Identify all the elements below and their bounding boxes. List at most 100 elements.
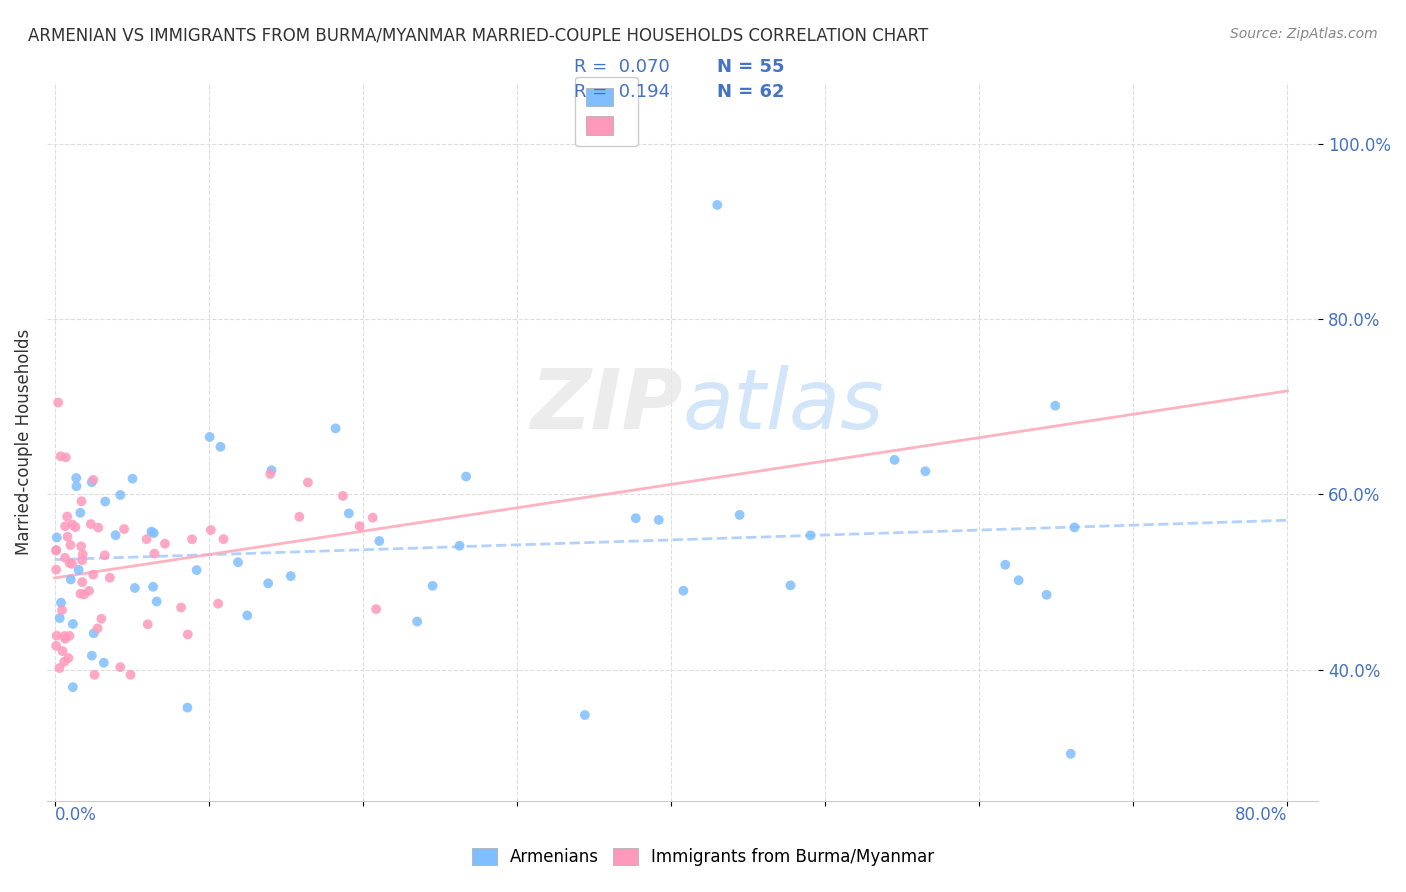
Text: atlas: atlas <box>682 365 884 446</box>
Point <box>212 532 235 546</box>
Point <box>49 596 72 610</box>
Point <box>110 488 132 502</box>
Point <box>80 517 103 532</box>
Point <box>914 464 936 478</box>
Point <box>364 602 387 616</box>
Text: 0.0%: 0.0% <box>55 805 97 823</box>
Point <box>1045 399 1067 413</box>
Text: 80.0%: 80.0% <box>1234 805 1288 823</box>
Point <box>69 587 91 601</box>
Point <box>349 519 371 533</box>
Point <box>45 639 67 653</box>
Point <box>145 594 167 608</box>
Point <box>77 583 100 598</box>
Point <box>207 597 229 611</box>
Point <box>136 617 159 632</box>
Point <box>48 661 70 675</box>
Point <box>456 469 478 483</box>
Point <box>186 563 208 577</box>
Text: Source: ZipAtlas.com: Source: ZipAtlas.com <box>1230 27 1378 41</box>
Point <box>337 507 360 521</box>
Point <box>361 510 384 524</box>
Point <box>70 494 93 508</box>
Point <box>82 567 104 582</box>
Point <box>70 575 93 590</box>
Point <box>1060 747 1083 761</box>
Point <box>45 563 67 577</box>
Point <box>121 472 143 486</box>
Point <box>80 475 103 490</box>
Point <box>142 580 165 594</box>
Point <box>280 569 302 583</box>
Point <box>799 528 821 542</box>
Point <box>198 430 221 444</box>
Point <box>67 563 90 577</box>
Point <box>236 608 259 623</box>
Point <box>624 511 647 525</box>
Point <box>56 509 79 524</box>
Point <box>1063 520 1085 534</box>
Point <box>59 538 82 552</box>
Point <box>449 539 471 553</box>
Point <box>170 600 193 615</box>
Point <box>259 467 281 481</box>
Point <box>1035 588 1057 602</box>
Y-axis label: Married-couple Households: Married-couple Households <box>15 328 32 555</box>
Point <box>65 479 87 493</box>
Point <box>53 519 76 533</box>
Point <box>51 644 73 658</box>
Point <box>94 549 117 563</box>
Point <box>59 556 82 570</box>
Point <box>83 626 105 640</box>
Point <box>60 557 83 571</box>
Point <box>368 533 391 548</box>
Point <box>141 524 163 539</box>
Point <box>53 629 76 643</box>
Point <box>200 523 222 537</box>
Point <box>87 521 110 535</box>
Point <box>55 450 77 465</box>
Point <box>297 475 319 490</box>
Legend: Armenians, Immigrants from Burma/Myanmar: Armenians, Immigrants from Burma/Myanmar <box>464 840 942 875</box>
Point <box>112 522 135 536</box>
Point <box>728 508 751 522</box>
Point <box>994 558 1017 572</box>
Point <box>48 611 70 625</box>
Point <box>58 651 80 665</box>
Text: N = 62: N = 62 <box>717 83 785 101</box>
Point <box>94 494 117 508</box>
Point <box>60 517 83 532</box>
Point <box>46 395 69 409</box>
Point <box>153 537 176 551</box>
Point <box>422 579 444 593</box>
Point <box>45 531 67 545</box>
Point <box>51 603 73 617</box>
Point <box>86 621 108 635</box>
Text: ARMENIAN VS IMMIGRANTS FROM BURMA/MYANMAR MARRIED-COUPLE HOUSEHOLDS CORRELATION : ARMENIAN VS IMMIGRANTS FROM BURMA/MYANMA… <box>28 27 928 45</box>
Point <box>59 573 82 587</box>
Text: R =  0.194: R = 0.194 <box>574 83 669 101</box>
Point <box>124 581 146 595</box>
Point <box>65 471 87 485</box>
Legend: , : , <box>575 77 638 146</box>
Point <box>260 463 283 477</box>
Point <box>45 543 67 558</box>
Point <box>120 668 142 682</box>
Point <box>672 583 695 598</box>
Point <box>70 553 93 567</box>
Point <box>53 550 76 565</box>
Point <box>90 612 112 626</box>
Point <box>83 668 105 682</box>
Point <box>135 532 157 546</box>
Text: N = 55: N = 55 <box>717 58 785 76</box>
Point <box>53 632 76 646</box>
Point <box>142 526 165 541</box>
Point <box>1008 574 1031 588</box>
Point <box>406 615 429 629</box>
Text: R =  0.070: R = 0.070 <box>574 58 669 76</box>
Point <box>73 587 96 601</box>
Point <box>226 555 249 569</box>
Point <box>82 473 104 487</box>
Point <box>176 700 198 714</box>
Point <box>706 198 728 212</box>
